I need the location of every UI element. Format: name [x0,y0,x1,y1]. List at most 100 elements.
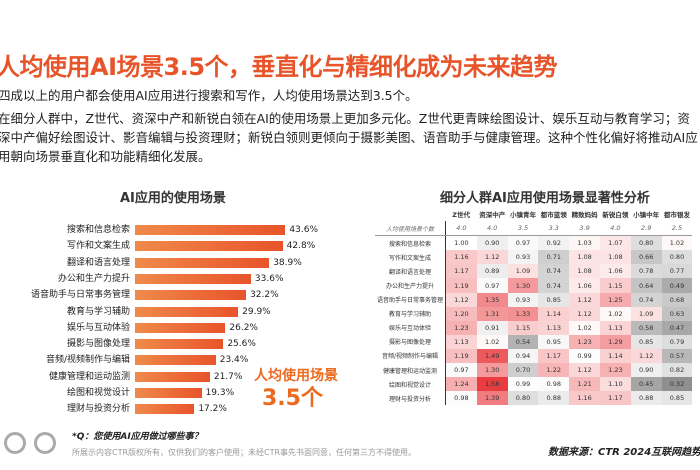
heatmap-cell: 1.07 [599,235,631,251]
bar-row: 绘图和视觉设计 19.3% [0,386,340,400]
heatmap-cell: 1.06 [599,264,631,279]
row-label: 理财与投资分析 [375,391,446,406]
heatmap-cell: 1.08 [569,250,600,265]
bar-value-label: 21.7% [213,371,243,382]
heatmap-cell: 0.91 [476,320,508,335]
heatmap-cell: 0.89 [476,264,508,279]
heatmap-cell: 0.45 [630,377,662,392]
heatmap-cell: 0.70 [507,363,539,378]
bar-category-label: 音频/视频制作与编辑 [45,355,130,366]
heatmap-cell: 1.19 [445,278,477,293]
heatmap-cell: 1.24 [445,377,477,392]
bar [135,404,195,415]
heatmap-cell: 1.15 [599,278,631,293]
bar [135,290,247,301]
row-label: 办公和生产力提升 [375,278,446,293]
bar-chart-title: AI应用的使用场景 [120,191,226,206]
summary-cell: 2.9 [630,221,662,237]
heatmap-cell: 0.54 [507,334,539,349]
bar [135,355,216,366]
bar-row: 语音助手与日常事务管理 32.2% [0,288,340,302]
heatmap-cell: 1.02 [599,306,631,321]
survey-question: *Q：您使用AI应用做过哪些事？ [72,432,203,442]
table-row: 翻译和语言处理 1.17 0.89 1.09 0.74 1.08 1.06 0.78 0.77 [375,264,693,279]
column-header: 精致妈妈 [571,211,598,220]
heatmap-cell: 1.12 [569,306,600,321]
heatmap-cell: 1.03 [569,235,600,251]
row-label: 写作和文案生成 [375,250,446,265]
data-source: 数据来源：CTR 2024互联网趋势洞察i [548,447,700,458]
bar-chart: 搜索和信息检索 43.6% 写作和文案生成 42.8% 翻译和语言处理 38.9% 办公和生… [0,215,340,415]
heatmap-cell: 0.93 [507,292,539,307]
bar-row: 翻译和语言处理 38.9% [0,256,340,270]
heatmap-cell: 0.82 [661,363,693,378]
heatmap-cell: 0.63 [661,306,693,321]
heatmap-cell: 1.22 [538,363,570,378]
heatmap-cell: 1.08 [569,264,600,279]
heatmap-cell: 1.19 [445,348,477,364]
heatmap-cell: 1.12 [630,348,662,364]
heatmap-cell: 1.14 [599,348,631,364]
heatmap-cell: 1.20 [445,306,477,321]
heatmap-cell: 0.80 [507,391,539,406]
corner-cell [375,207,446,221]
row-label: 健康管理和运动监测 [375,363,446,378]
heatmap-cell: 1.16 [445,250,477,265]
column-header: 小镇中年 [633,211,660,220]
row-label: 摄影与图像处理 [375,334,446,349]
bar-category-label: 健康管理和运动监测 [48,371,130,382]
table-row: 写作和文案生成 1.16 1.12 0.93 0.71 1.08 1.08 0.66 0.80 [375,250,693,265]
bar-category-label: 翻译和语言处理 [66,257,130,268]
heatmap-table: Z世代 资深中产 小镇青年 都市蓝领 精致妈妈 新锐白领 小镇中年 都市银发 人均使用场景个数… [375,207,693,406]
heatmap-cell: 0.88 [538,391,570,406]
heatmap-cell: 0.32 [661,377,693,392]
heatmap-cell: 1.00 [445,235,477,251]
heatmap-cell: 0.97 [507,235,539,251]
heatmap-cell: 1.58 [476,377,508,392]
heatmap-cell: 1.14 [538,306,570,321]
column-header: 都市蓝领 [540,211,567,220]
table-row: 娱乐与互动体验 1.23 0.91 1.15 1.13 1.02 1.13 0.58 0.47 [375,320,693,335]
summary-row: 人均使用场景个数 4.0 4.0 3.5 3.3 3.9 4.0 2.9 2.5 [375,221,693,237]
heatmap-cell: 1.13 [538,320,570,335]
bar-category-label: 娱乐与互动体验 [66,322,130,333]
heatmap-cell: 1.23 [445,320,477,335]
bar-value-label: 17.2% [198,404,227,415]
certification-logo-icon [4,432,26,454]
heatmap-cell: 0.95 [538,334,570,349]
bar-row: 办公和生产力提升 33.6% [0,272,340,286]
heatmap-cell: 1.02 [569,320,600,335]
callout-label: 人均使用场景 [254,368,338,384]
heatmap-cell: 1.33 [507,306,539,321]
heatmap-cell: 0.94 [507,348,539,364]
heatmap-cell: 0.98 [445,391,477,406]
page-title: 人均使用AI场景3.5个，垂直化与精细化成为未来趋势 [0,53,558,81]
table-row: 办公和生产力提升 1.19 0.97 1.30 0.74 1.06 1.15 0.64 0.49 [375,278,693,293]
row-label: 娱乐与互动体验 [375,320,446,335]
heatmap-cell: 0.88 [630,391,662,406]
row-label: 翻译和语言处理 [375,264,446,279]
bar-row: 理财与投资分析 17.2% [0,402,340,416]
heatmap-cell: 1.06 [569,278,600,293]
heatmap-cell: 1.15 [507,320,539,335]
table-row: 语音助手与日常事务管理 1.12 1.35 0.93 0.85 1.12 1.25 0.74 0… [375,292,693,307]
heatmap-cell: 1.02 [661,235,693,251]
heatmap-cell: 1.12 [445,292,477,307]
bar-row: 教育与学习辅助 29.9% [0,305,340,319]
bar-value-label: 32.2% [250,290,279,301]
heatmap-cell: 1.30 [507,278,539,293]
paragraph-1: 四成以上的用户都会使用AI应用进行搜索和写作，人均使用场景达到3.5个。 [0,88,418,103]
bar-value-label: 29.9% [242,306,271,317]
heatmap-cell: 0.71 [538,250,570,265]
heatmap-cell: 1.23 [569,334,600,349]
heatmap-cell: 0.85 [630,334,662,349]
heatmap-cell: 0.64 [630,278,662,293]
bar [135,388,202,398]
bar-value-label: 26.2% [229,322,258,333]
column-header: Z世代 [452,211,470,220]
table-row: 健康管理和运动监测 0.97 1.30 0.70 1.22 1.12 1.23 0.90 0.8… [375,363,693,378]
table-row: 理财与投资分析 0.98 1.39 0.80 0.88 1.16 1.17 0.88 0.85 [375,391,693,406]
heatmap-cell: 0.97 [445,363,477,378]
heatmap-cell: 0.90 [476,235,508,251]
row-label: 音频/视频制作与编辑 [375,348,446,364]
